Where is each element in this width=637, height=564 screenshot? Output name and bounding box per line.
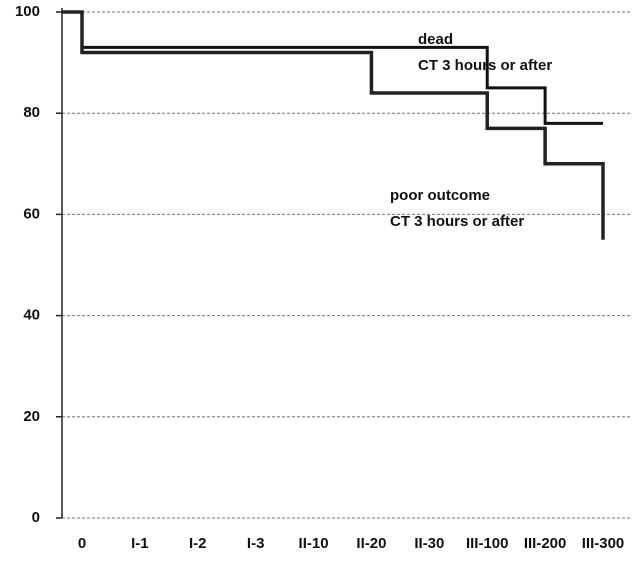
series-subtitle: CT 3 hours or after bbox=[418, 57, 552, 74]
x-tick-label: III-300 bbox=[582, 535, 625, 552]
series-subtitle: CT 3 hours or after bbox=[390, 213, 524, 230]
y-tick-label: 40 bbox=[23, 307, 40, 324]
y-tick-label: 100 bbox=[15, 3, 40, 20]
x-tick-label: III-200 bbox=[524, 535, 567, 552]
x-tick-label: I-2 bbox=[189, 535, 207, 552]
y-tick-label: 60 bbox=[23, 205, 40, 222]
y-tick-label: 20 bbox=[23, 408, 40, 425]
step-line bbox=[62, 10, 605, 240]
x-tick-label: II-20 bbox=[356, 535, 386, 552]
x-tick-label: II-30 bbox=[414, 535, 444, 552]
x-tick-label: I-1 bbox=[131, 535, 149, 552]
x-tick-label: II-10 bbox=[299, 535, 329, 552]
x-tick-label: III-100 bbox=[466, 535, 509, 552]
y-tick-label: 0 bbox=[32, 509, 40, 526]
series-label: poor outcome bbox=[390, 187, 490, 204]
step-line bbox=[62, 10, 603, 125]
x-tick-label: 0 bbox=[78, 535, 86, 552]
y-tick-label: 80 bbox=[23, 104, 40, 121]
series-label: dead bbox=[418, 31, 453, 48]
x-tick-label: I-3 bbox=[247, 535, 265, 552]
